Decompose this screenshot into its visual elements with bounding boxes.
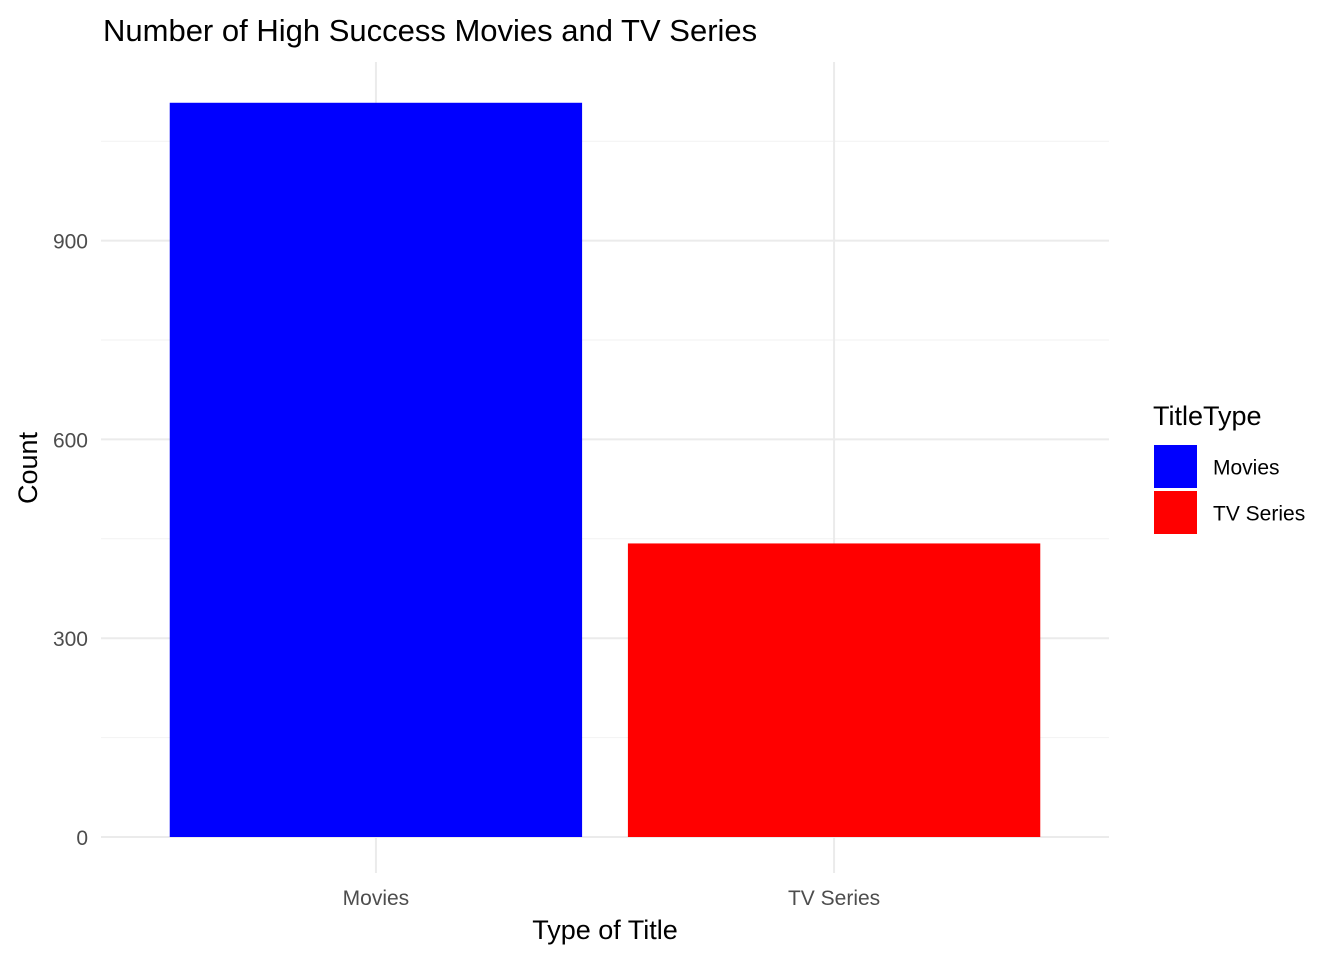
y-tick-label: 0 <box>76 827 88 850</box>
legend-entries: Movies TV Series <box>1154 445 1305 534</box>
legend-label: TV Series <box>1213 503 1305 526</box>
x-axis-ticks: Movies TV Series <box>343 887 881 910</box>
bars <box>169 102 1041 838</box>
y-tick-label: 600 <box>53 429 88 452</box>
x-tick-label: Movies <box>343 887 410 910</box>
chart-title: Number of High Success Movies and TV Ser… <box>103 13 757 48</box>
bar-tv-series <box>627 543 1041 837</box>
legend-title: TitleType <box>1153 401 1262 431</box>
x-tick-label: TV Series <box>788 887 880 910</box>
x-axis-title: Type of Title <box>532 915 678 945</box>
legend-label: Movies <box>1213 457 1280 480</box>
bar-movies <box>169 102 583 838</box>
y-axis-title: Count <box>13 431 43 504</box>
legend-key-tv-series <box>1154 491 1197 534</box>
y-tick-label: 300 <box>53 628 88 651</box>
legend-key-movies <box>1154 445 1197 488</box>
y-tick-label: 900 <box>53 231 88 254</box>
y-axis-ticks: 0 300 600 900 <box>53 231 88 850</box>
legend: TitleType Movies TV Series <box>1153 401 1305 534</box>
